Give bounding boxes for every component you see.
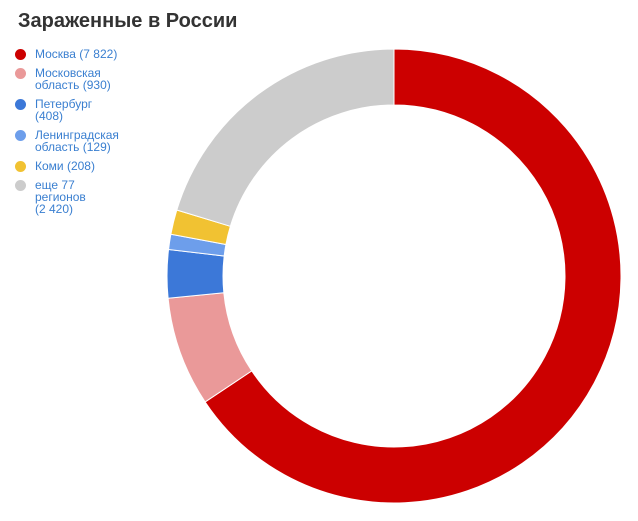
legend-item[interactable]: Московская область (930) [15,67,145,91]
legend-item[interactable]: еще 77 регионов (2 420) [15,179,145,215]
legend-swatch [15,49,26,60]
legend-item[interactable]: Коми (208) [15,160,145,172]
legend-label: Московская область (930) [35,66,111,92]
donut-slice[interactable] [204,48,622,504]
legend-item[interactable]: Москва (7 822) [15,48,145,60]
legend-item[interactable]: Петербург (408) [15,98,145,122]
legend-swatch [15,180,26,191]
legend-label: Москва (7 822) [35,47,118,61]
legend-label: Коми (208) [35,159,95,173]
legend: Москва (7 822) Московская область (930) Пе… [15,48,145,222]
legend-swatch [15,130,26,141]
legend-swatch [15,68,26,79]
legend-swatch [15,99,26,110]
chart-title: Зараженные в России [18,10,238,32]
legend-swatch [15,161,26,172]
legend-label: еще 77 регионов (2 420) [35,178,86,216]
legend-label: Ленинградская область (129) [35,128,119,154]
legend-item[interactable]: Ленинградская область (129) [15,129,145,153]
donut-slice[interactable] [176,48,395,227]
legend-label: Петербург (408) [35,97,93,123]
donut-slice[interactable] [166,248,225,299]
